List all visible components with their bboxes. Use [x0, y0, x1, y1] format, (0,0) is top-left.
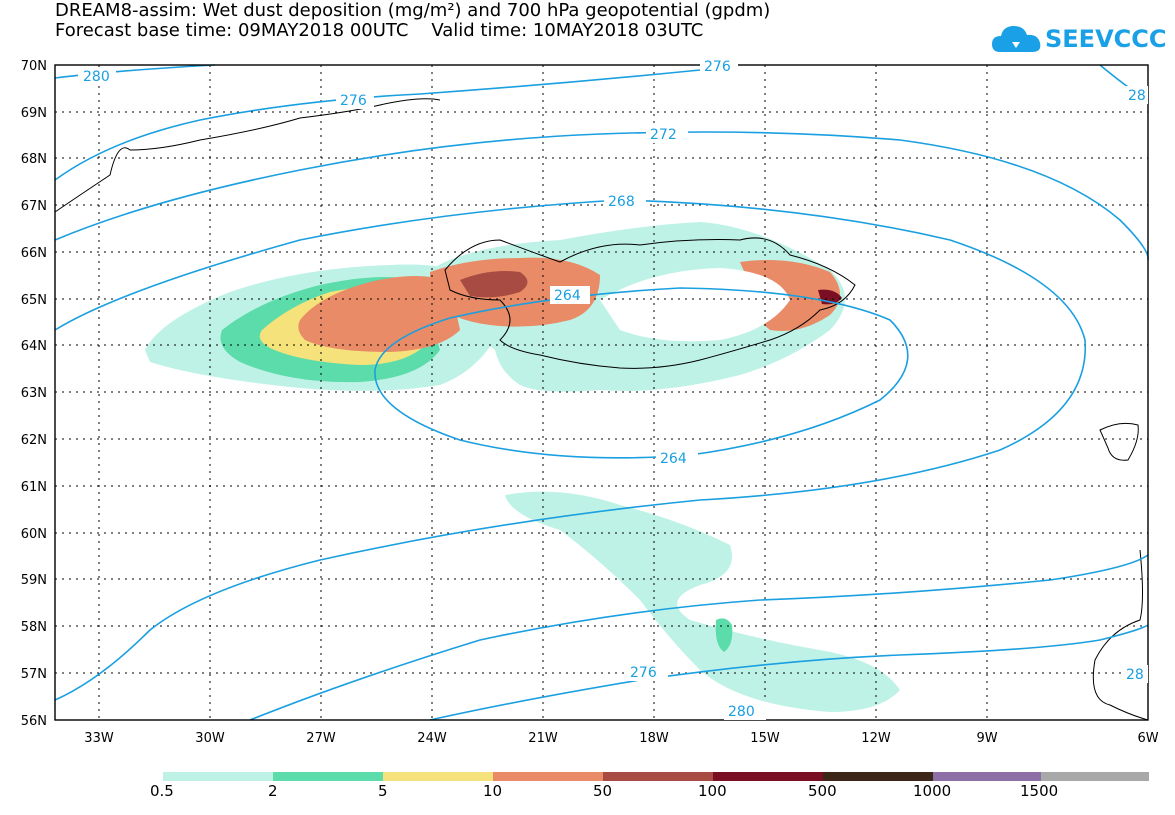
- contour-label-280-south: 280: [728, 704, 755, 720]
- legend-swatch: [603, 772, 713, 781]
- lat-label: 64N: [21, 339, 47, 354]
- faroe-islands-coast: [1099, 422, 1139, 461]
- legend-label: 100: [698, 782, 727, 800]
- legend-swatch: [713, 772, 823, 781]
- contour-label-280-ne: 28: [1128, 88, 1146, 104]
- legend-label: 2: [268, 782, 278, 800]
- legend-label: 0.5: [150, 782, 174, 800]
- lon-label: 33W: [84, 731, 114, 746]
- logo-text: SEEVCCC: [1045, 25, 1167, 53]
- lat-label: 65N: [21, 293, 47, 308]
- map-grid: [55, 65, 1148, 720]
- lat-label: 58N: [21, 620, 47, 635]
- lat-label: 70N: [21, 59, 47, 74]
- contour-264: [374, 287, 909, 459]
- lat-label: 56N: [21, 714, 47, 729]
- legend-label: 1000: [913, 782, 952, 800]
- legend-swatch: [163, 772, 273, 781]
- chart-title-line-1: DREAM8-assim: Wet dust deposition (mg/m²…: [55, 0, 771, 21]
- lat-label: 57N: [21, 667, 47, 682]
- scotland-coast: [1092, 549, 1149, 721]
- latitude-labels: 70N 69N 68N 67N 66N 65N 64N 63N 62N 61N …: [21, 59, 47, 729]
- iceland-coast: [444, 237, 856, 369]
- contour-label-272: 272: [650, 127, 677, 143]
- legend-swatch: [1041, 772, 1149, 781]
- legend-label: 10: [483, 782, 503, 800]
- lat-label: 67N: [21, 199, 47, 214]
- map-frame: [54, 64, 1149, 721]
- legend-swatch: [273, 772, 383, 781]
- lat-label: 61N: [21, 480, 47, 495]
- dust-area-50-iceland-west: [460, 271, 528, 298]
- legend-label: 500: [808, 782, 837, 800]
- legend-label: 5: [378, 782, 388, 800]
- contour-label-276-top: 276: [704, 59, 731, 75]
- legend-swatch: [493, 772, 603, 781]
- seevccc-logo: SEEVCCC: [990, 20, 1167, 60]
- lon-label: 24W: [417, 731, 447, 746]
- contour-280-south: [429, 624, 1149, 721]
- contour-label-264-south: 264: [660, 451, 687, 467]
- lat-label: 62N: [21, 433, 47, 448]
- contour-268: [54, 199, 1087, 701]
- dust-deposition-shading: [145, 222, 900, 712]
- legend-swatch: [383, 772, 493, 781]
- contour-label-group: 280 276 276 28 272 268 264 264 276 280 2…: [78, 59, 1148, 720]
- coastlines: [54, 98, 1149, 721]
- contour-280-nw: [54, 64, 216, 79]
- lon-label: 21W: [528, 731, 558, 746]
- contour-276-north: [54, 64, 721, 181]
- contour-label-268: 268: [608, 194, 635, 210]
- contour-label-280-nw: 280: [83, 69, 110, 85]
- lon-label: 18W: [639, 731, 669, 746]
- contour-label-28-east: 28: [1126, 667, 1144, 683]
- lat-label: 69N: [21, 106, 47, 121]
- dust-area-0.5-south-plume: [505, 491, 900, 712]
- lon-label: 12W: [861, 731, 891, 746]
- lat-label: 59N: [21, 573, 47, 588]
- lat-label: 63N: [21, 386, 47, 401]
- lat-label: 60N: [21, 527, 47, 542]
- legend-label: 50: [593, 782, 613, 800]
- contour-276-south: [249, 554, 1149, 721]
- lon-label: 30W: [195, 731, 225, 746]
- lon-label: 15W: [750, 731, 780, 746]
- contour-label-264-north: 264: [554, 288, 581, 304]
- lon-label: 6W: [1137, 731, 1158, 746]
- legend-colorbar: [163, 772, 1149, 781]
- legend-swatch: [933, 772, 1041, 781]
- greenland-coast: [54, 98, 441, 213]
- legend-label: 1500: [1020, 782, 1059, 800]
- lon-label: 27W: [306, 731, 336, 746]
- contour-label-276-south: 276: [630, 665, 657, 681]
- longitude-labels: 33W 30W 27W 24W 21W 18W 15W 12W 9W 6W: [84, 731, 1158, 746]
- dust-area-2-south-plume: [715, 618, 733, 652]
- lat-label: 66N: [21, 246, 47, 261]
- dust-area-clear-center: [600, 268, 790, 342]
- legend-swatch: [823, 772, 933, 781]
- dust-area-10-west: [298, 276, 460, 352]
- cloud-logo-icon: [992, 26, 1041, 52]
- chart-title-line-2: Forecast base time: 09MAY2018 00UTC Vali…: [55, 20, 704, 41]
- lon-label: 9W: [976, 731, 997, 746]
- contour-label-276-north: 276: [340, 93, 367, 109]
- lat-label: 68N: [21, 152, 47, 167]
